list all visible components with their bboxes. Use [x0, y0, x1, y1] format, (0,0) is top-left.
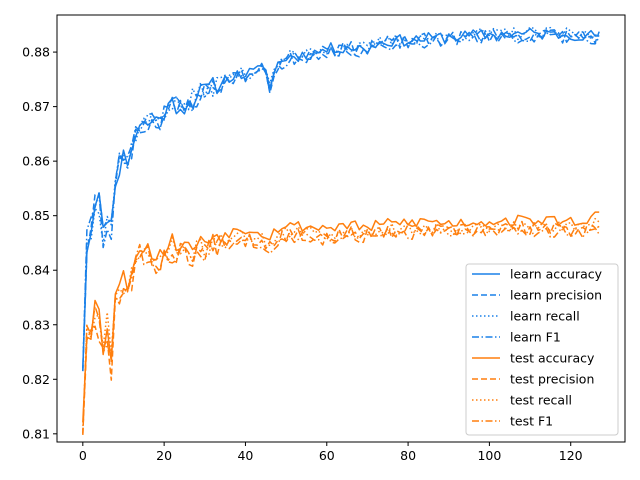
x-tick-label: 0 — [79, 448, 87, 463]
legend-label: test F1 — [510, 414, 553, 429]
legend-label: learn recall — [510, 309, 580, 324]
legend-label: test recall — [510, 393, 572, 408]
series-line-test-recall — [82, 217, 600, 431]
x-axis: 0 20 40 60 80 100 120 — [79, 442, 583, 463]
legend-label: learn F1 — [510, 330, 561, 345]
x-tick-label: 20 — [156, 448, 172, 463]
y-tick-label: 0.88 — [22, 45, 50, 60]
x-tick-label: 60 — [319, 448, 335, 463]
series-line-test-accuracy — [82, 211, 600, 423]
x-tick-label: 120 — [559, 448, 583, 463]
x-tick-label: 100 — [477, 448, 501, 463]
plot-frame — [56, 14, 626, 443]
legend-label: learn accuracy — [510, 267, 603, 282]
legend-label: test accuracy — [510, 351, 595, 366]
y-tick-label: 0.82 — [22, 372, 50, 387]
legend: learn accuracy learn precision learn recal… — [465, 263, 619, 436]
y-tick-label: 0.83 — [22, 317, 50, 332]
legend-label: test precision — [510, 372, 594, 387]
y-axis: 0.81 0.82 0.83 0.84 0.85 0.86 0.87 0.88 — [22, 45, 57, 441]
y-tick-label: 0.81 — [22, 426, 50, 441]
legend-label: learn precision — [510, 288, 602, 303]
y-tick-label: 0.87 — [22, 99, 50, 114]
x-tick-label: 80 — [400, 448, 416, 463]
series-line-learn-recall — [82, 26, 600, 368]
series-layer — [82, 26, 600, 435]
series-line-test-f1 — [82, 223, 600, 435]
y-tick-label: 0.84 — [22, 263, 50, 278]
series-line-learn-accuracy — [82, 27, 600, 369]
series-line-learn-f1 — [82, 29, 600, 372]
legend-box — [465, 263, 619, 436]
series-line-learn-precision — [82, 29, 600, 371]
x-tick-label: 40 — [237, 448, 253, 463]
y-tick-label: 0.86 — [22, 154, 50, 169]
y-tick-label: 0.85 — [22, 208, 50, 223]
